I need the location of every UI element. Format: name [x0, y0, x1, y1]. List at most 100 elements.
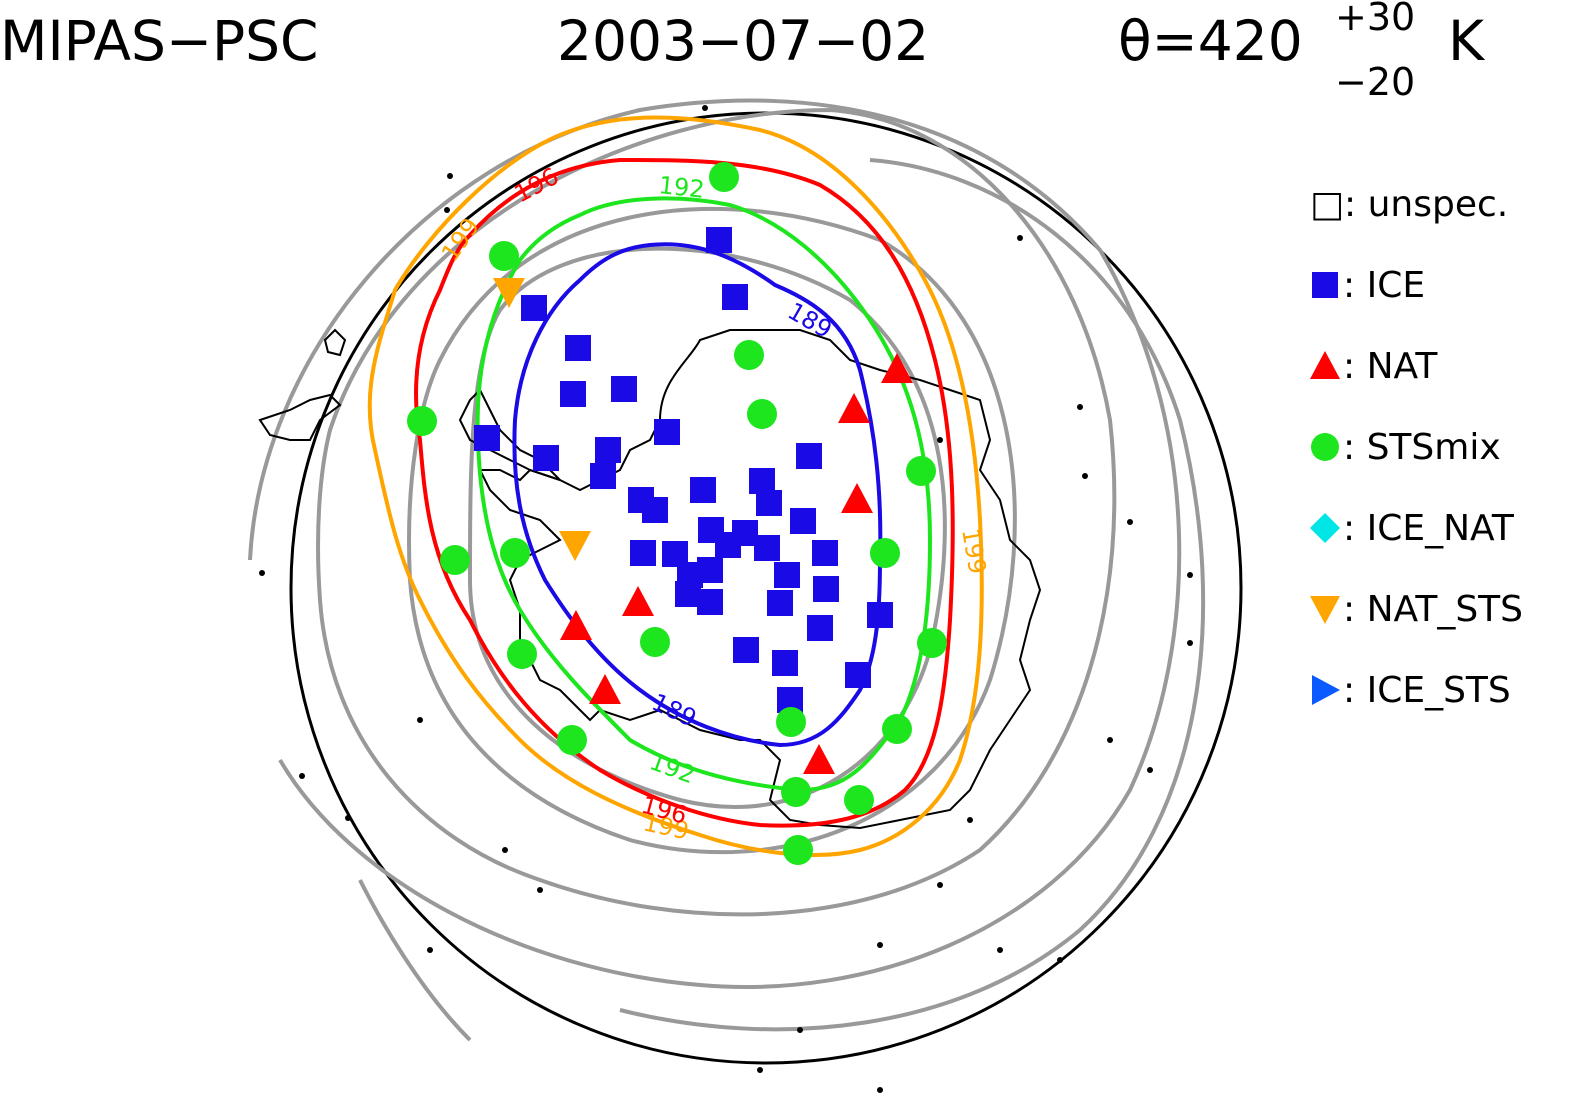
legend-label: : STSmix	[1343, 427, 1501, 468]
stsmix-marker	[747, 399, 777, 429]
measurement-dot	[1057, 957, 1063, 963]
psc-markers	[407, 162, 947, 865]
measurement-dot	[537, 887, 543, 893]
stsmix-marker	[734, 340, 764, 370]
nat-marker	[803, 744, 835, 774]
measurement-dot	[702, 105, 708, 111]
ice-marker	[611, 376, 637, 402]
measurement-dot	[1127, 519, 1133, 525]
ice-marker	[654, 419, 680, 445]
theta-title: θ=420	[1118, 9, 1303, 73]
measurement-dot	[427, 947, 433, 953]
ice-marker	[754, 535, 780, 561]
ice-marker	[774, 562, 800, 588]
stsmix-marker	[844, 785, 874, 815]
measurement-dot	[1107, 737, 1113, 743]
legend-entry-circle: : STSmix	[1311, 427, 1501, 468]
ice-marker	[533, 445, 559, 471]
contour-199	[367, 115, 984, 857]
date-title: 2003−07−02	[557, 9, 929, 73]
ice-marker	[733, 637, 759, 663]
ice-marker	[767, 590, 793, 616]
ice-marker	[867, 602, 893, 628]
ice-marker	[560, 381, 586, 407]
theta-upper: +30	[1335, 0, 1415, 39]
stsmix-marker	[407, 406, 437, 436]
nat-marker	[881, 353, 913, 383]
legend-label: : ICE_NAT	[1343, 508, 1515, 549]
label-192-a: 192	[657, 171, 705, 204]
stsmix-marker	[783, 835, 813, 865]
ice-marker	[565, 335, 591, 361]
measurement-dot	[967, 817, 973, 823]
legend-symbol-circle	[1311, 433, 1339, 461]
stsmix-marker	[781, 777, 811, 807]
ice-marker	[595, 437, 621, 463]
ice-marker	[521, 295, 547, 321]
stsmix-marker	[507, 639, 537, 669]
stsmix-marker	[489, 241, 519, 271]
ice-marker	[807, 615, 833, 641]
stsmix-marker	[870, 538, 900, 568]
nat-sts-marker	[559, 531, 591, 561]
contour-189	[512, 242, 883, 748]
legend-entry-triangle-right: : ICE_STS	[1312, 670, 1511, 711]
legend-entry-open-square: □: unspec.	[1310, 184, 1508, 225]
stsmix-marker	[440, 545, 470, 575]
nat-sts-marker	[493, 278, 525, 308]
gray-contours	[248, 98, 1206, 1042]
legend-entry-square: : ICE	[1312, 265, 1425, 306]
legend-symbol-triangle-down	[1310, 596, 1340, 624]
ice-marker	[715, 532, 741, 558]
measurement-dot	[417, 717, 423, 723]
legend-entry-triangle-down: : NAT_STS	[1310, 589, 1523, 630]
ice-marker	[772, 650, 798, 676]
antarctic-peninsula	[458, 388, 561, 481]
measurement-dot	[937, 437, 943, 443]
ice-marker	[813, 576, 839, 602]
ice-marker	[796, 443, 822, 469]
measurement-dot	[797, 1027, 803, 1033]
theta-lower: −20	[1335, 60, 1415, 104]
measurement-dot	[1147, 767, 1153, 773]
nat-marker	[838, 393, 870, 423]
legend-label: : NAT	[1343, 346, 1438, 387]
ice-marker	[706, 227, 732, 253]
legend: □: unspec. : ICE : NAT : STSmix : ICE_NAT : N…	[1310, 184, 1523, 711]
ice-marker	[812, 540, 838, 566]
stsmix-marker	[917, 628, 947, 658]
ice-marker	[642, 497, 668, 523]
stsmix-marker	[906, 456, 936, 486]
ice-marker	[590, 463, 616, 489]
legend-symbol-square	[1312, 272, 1338, 298]
measurement-dot	[1187, 572, 1193, 578]
theta-unit: K	[1448, 9, 1486, 73]
antarctica-coastline	[478, 329, 1042, 830]
measurement-dot	[1082, 473, 1088, 479]
contour-196	[414, 157, 955, 828]
ice-marker	[630, 540, 656, 566]
legend-label: □: unspec.	[1310, 184, 1508, 225]
measurement-dot	[259, 570, 265, 576]
measurement-dot	[1187, 640, 1193, 646]
nat-marker	[622, 586, 654, 616]
legend-label: : NAT_STS	[1343, 589, 1523, 630]
ice-marker	[749, 468, 775, 494]
legend-symbol-triangle-up	[1310, 351, 1340, 379]
measurement-dot	[345, 815, 351, 821]
legend-symbol-diamond	[1310, 513, 1340, 543]
ice-marker	[697, 589, 723, 615]
legend-entry-triangle-up: : NAT	[1310, 346, 1438, 387]
ice-marker	[756, 490, 782, 516]
ice-marker	[722, 284, 748, 310]
polar-projection: 199 199 199 196 196 192 192 189 189	[248, 98, 1243, 1093]
stsmix-marker	[557, 725, 587, 755]
measurement-dot	[997, 947, 1003, 953]
measurement-dot	[757, 1067, 763, 1073]
nat-marker	[589, 674, 621, 704]
measurement-dot	[877, 942, 883, 948]
stsmix-marker	[500, 538, 530, 568]
measurement-dot	[299, 773, 305, 779]
measurement-dot	[444, 207, 450, 213]
